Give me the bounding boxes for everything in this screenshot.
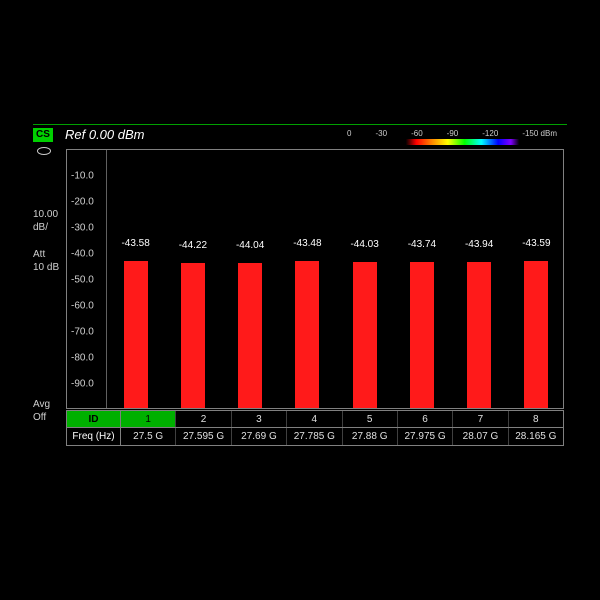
y-axis: -10.0 -20.0 -30.0 -40.0 -50.0 -60.0 -70.0 -80.0… <box>67 150 107 408</box>
bar <box>295 261 319 408</box>
y-tick-label: -90.0 <box>71 379 94 390</box>
bar <box>524 261 548 408</box>
color-scale-strip <box>347 139 557 145</box>
freq-cell: 27.88 G <box>343 428 398 445</box>
bar-value-label: -43.74 <box>408 239 436 250</box>
bar <box>467 262 491 408</box>
freq-cell: 27.595 G <box>176 428 231 445</box>
id-cell[interactable]: 5 <box>343 411 398 427</box>
bar-value-label: -44.22 <box>179 240 207 251</box>
y-tick-label: -70.0 <box>71 327 94 338</box>
left-info-column: 10.00 dB/ Att 10 dB Avg Off <box>33 155 66 423</box>
chart-frame: -10.0 -20.0 -30.0 -40.0 -50.0 -60.0 -70.0 -80.0… <box>66 149 564 409</box>
freq-cell: 27.69 G <box>232 428 287 445</box>
freq-cell: 27.5 G <box>121 428 176 445</box>
bar <box>124 261 148 408</box>
bar-value-label: -44.04 <box>236 239 264 250</box>
id-cell[interactable]: 8 <box>509 411 563 427</box>
bar-value-label: -44.03 <box>350 239 378 250</box>
cs-badge: CS <box>33 128 53 142</box>
color-tick: -150 dBm <box>522 129 557 138</box>
bar-value-label: -43.58 <box>121 238 149 249</box>
bar-value-label: -43.48 <box>293 238 321 249</box>
chart-area: -43.58 -44.22 -44.04 -43.48 -44.03 -43.74 -43.… <box>107 150 563 408</box>
bar <box>353 262 377 408</box>
bar <box>238 263 262 408</box>
y-tick-label: -60.0 <box>71 301 94 312</box>
reference-level-label: Ref 0.00 dBm <box>65 127 145 142</box>
y-tick-label: -30.0 <box>71 223 94 234</box>
id-cell[interactable]: 2 <box>176 411 231 427</box>
id-cell[interactable]: 4 <box>287 411 342 427</box>
color-scale: 0 -30 -60 -90 -120 -150 dBm <box>347 129 557 145</box>
color-tick: -30 <box>375 129 387 138</box>
bar-value-label: -43.59 <box>522 238 550 249</box>
color-tick: -120 <box>482 129 498 138</box>
id-cell[interactable]: 7 <box>453 411 508 427</box>
eye-icon <box>37 147 51 155</box>
id-cell[interactable]: 6 <box>398 411 453 427</box>
freq-header: Freq (Hz) <box>67 428 121 445</box>
spectrum-analyzer-panel: CS Ref 0.00 dBm 0 -30 -60 -90 -120 -150 … <box>33 124 567 452</box>
table-row-freq: Freq (Hz) 27.5 G 27.595 G 27.69 G 27.785… <box>66 428 564 446</box>
attenuation-value: 10 dB <box>33 262 59 273</box>
id-header: ID <box>67 411 121 427</box>
scale-unit: dB/ <box>33 222 58 233</box>
bar-value-label: -43.94 <box>465 239 493 250</box>
color-tick: -60 <box>411 129 423 138</box>
freq-cell: 27.975 G <box>398 428 453 445</box>
y-tick-label: -40.0 <box>71 249 94 260</box>
bar <box>181 263 205 408</box>
freq-cell: 28.165 G <box>509 428 563 445</box>
scale-value: 10.00 <box>33 209 58 220</box>
table-row-id: ID 1 2 3 4 5 6 7 8 <box>66 410 564 428</box>
y-tick-label: -10.0 <box>71 171 94 182</box>
id-cell[interactable]: 3 <box>232 411 287 427</box>
freq-cell: 28.07 G <box>453 428 508 445</box>
color-tick: -90 <box>447 129 459 138</box>
y-tick-label: -80.0 <box>71 353 94 364</box>
y-tick-label: -50.0 <box>71 275 94 286</box>
color-tick: 0 <box>347 129 351 138</box>
y-tick-label: -20.0 <box>71 197 94 208</box>
averaging-label: Avg <box>33 399 50 410</box>
data-table: ID 1 2 3 4 5 6 7 8 Freq (Hz) 27.5 G 27.5… <box>66 410 564 446</box>
freq-cell: 27.785 G <box>287 428 342 445</box>
attenuation-label: Att <box>33 249 59 260</box>
color-scale-ticks: 0 -30 -60 -90 -120 -150 dBm <box>347 129 557 138</box>
id-cell[interactable]: 1 <box>121 411 176 427</box>
bar <box>410 262 434 408</box>
averaging-value: Off <box>33 412 50 423</box>
